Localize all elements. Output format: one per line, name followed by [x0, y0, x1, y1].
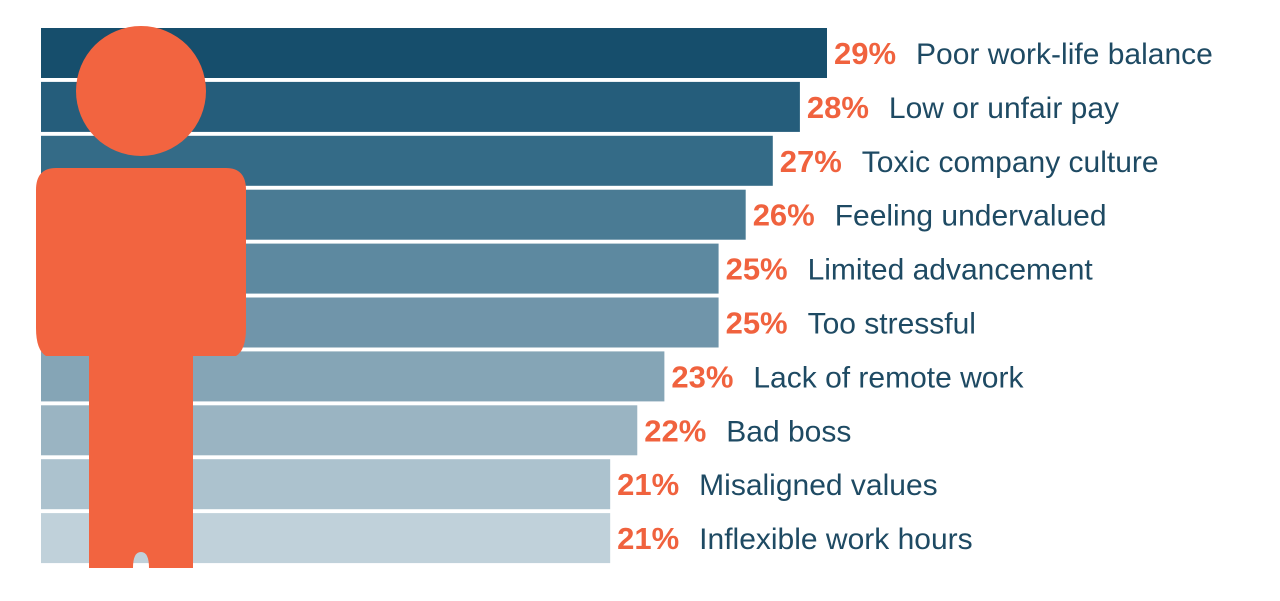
labels-group: 29% Poor work-life balance 28% Low or unfai… — [617, 36, 1213, 556]
person-body — [36, 168, 246, 568]
person-head — [76, 26, 206, 156]
data-label: 21% — [617, 521, 679, 556]
data-label: 21% — [617, 467, 679, 502]
category-label: Inflexible work hours — [699, 523, 972, 556]
category-label: Feeling undervalued — [835, 200, 1107, 233]
data-label: 26% — [753, 198, 815, 233]
data-label: 29% — [834, 36, 896, 71]
data-label: 27% — [780, 144, 842, 179]
data-label: 22% — [644, 413, 706, 448]
data-label: 23% — [671, 359, 733, 394]
data-label: 25% — [726, 252, 788, 287]
category-label: Limited advancement — [808, 254, 1094, 287]
category-label: Low or unfair pay — [889, 92, 1119, 125]
data-label: 25% — [726, 306, 788, 341]
category-label: Lack of remote work — [753, 361, 1024, 394]
category-label: Too stressful — [808, 308, 976, 341]
category-label: Poor work-life balance — [916, 38, 1213, 71]
category-label: Misaligned values — [699, 469, 937, 502]
data-label: 28% — [807, 90, 869, 125]
category-label: Bad boss — [726, 415, 851, 448]
category-label: Toxic company culture — [862, 146, 1159, 179]
person-icon — [36, 26, 246, 568]
